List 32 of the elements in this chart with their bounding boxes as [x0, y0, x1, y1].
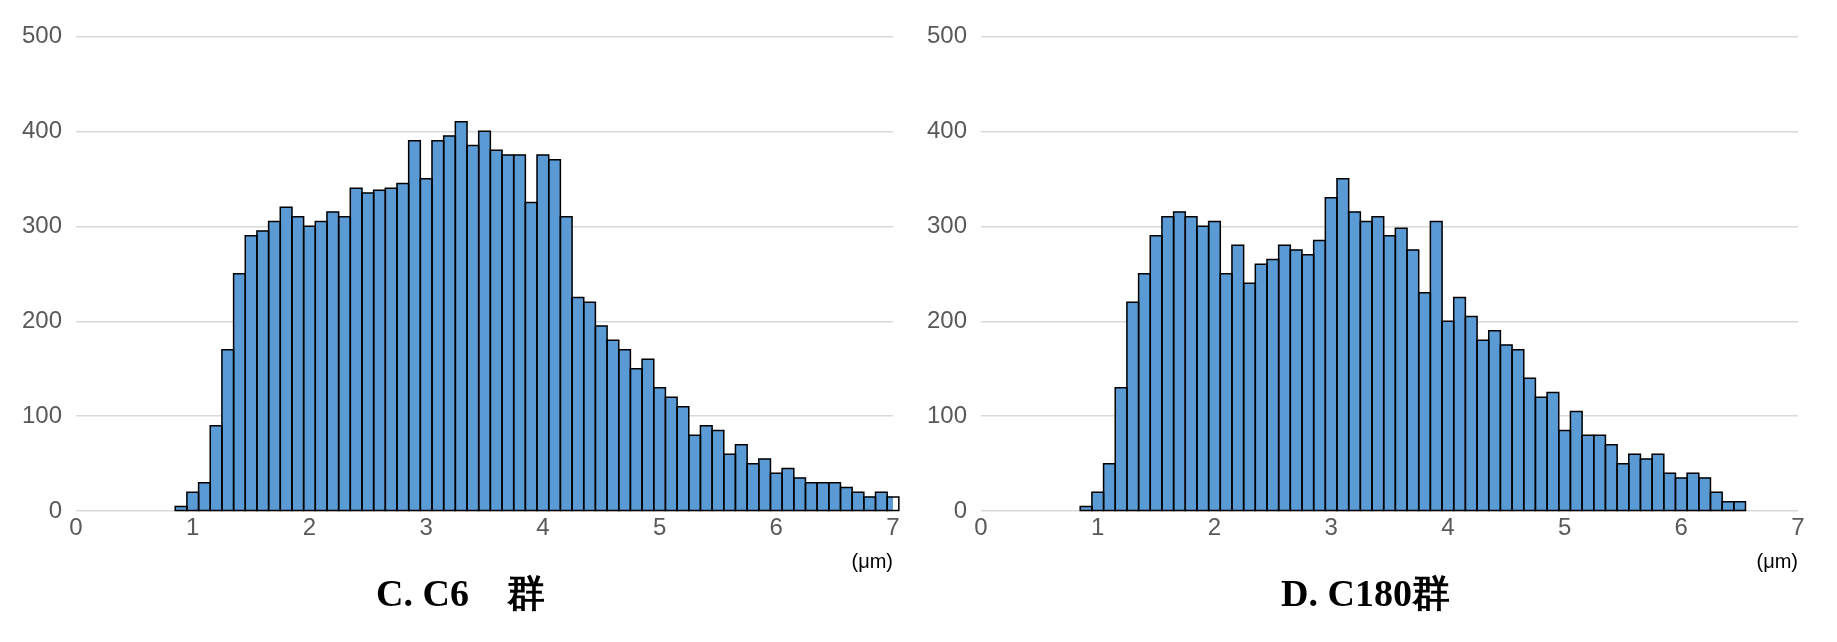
x-tick-label: 0 [69, 513, 83, 541]
x-tick-label: 6 [769, 513, 783, 541]
x-tick-label: 4 [1441, 513, 1455, 541]
y-tick-label: 100 [22, 400, 63, 428]
x-tick-label: 4 [536, 513, 550, 541]
y-tick-label: 300 [22, 210, 63, 238]
x-axis-title: (μm) [851, 549, 893, 572]
y-tick-label: 500 [927, 21, 968, 49]
x-tick-label: 5 [1557, 513, 1572, 541]
text: D. C180群 [1281, 572, 1450, 614]
x-tick-label: 3 [1324, 513, 1338, 541]
y-tick-label: 300 [927, 210, 968, 238]
x-tick-label: 1 [186, 513, 200, 541]
y-tick-label: 100 [927, 400, 968, 428]
y-tick-label: 200 [927, 305, 968, 333]
text: C. C6 群 [376, 572, 545, 614]
x-tick-label: 7 [886, 513, 900, 541]
x-tick-label: 5 [652, 513, 667, 541]
x-tick-label: 3 [419, 513, 433, 541]
y-tick-label: 0 [48, 495, 63, 523]
x-tick-label: 0 [974, 513, 988, 541]
x-tick-label: 6 [1674, 513, 1688, 541]
x-tick-label: 2 [1207, 513, 1222, 541]
y-tick-label: 500 [22, 21, 63, 49]
y-tick-label: 0 [953, 495, 968, 523]
y-tick-label: 400 [927, 115, 968, 143]
x-axis-title: (μm) [1756, 549, 1798, 572]
x-tick-label: 1 [1091, 513, 1105, 541]
y-tick-label: 400 [22, 115, 63, 143]
y-tick-label: 200 [22, 305, 63, 333]
x-tick-label: 7 [1791, 513, 1805, 541]
x-tick-label: 2 [302, 513, 317, 541]
